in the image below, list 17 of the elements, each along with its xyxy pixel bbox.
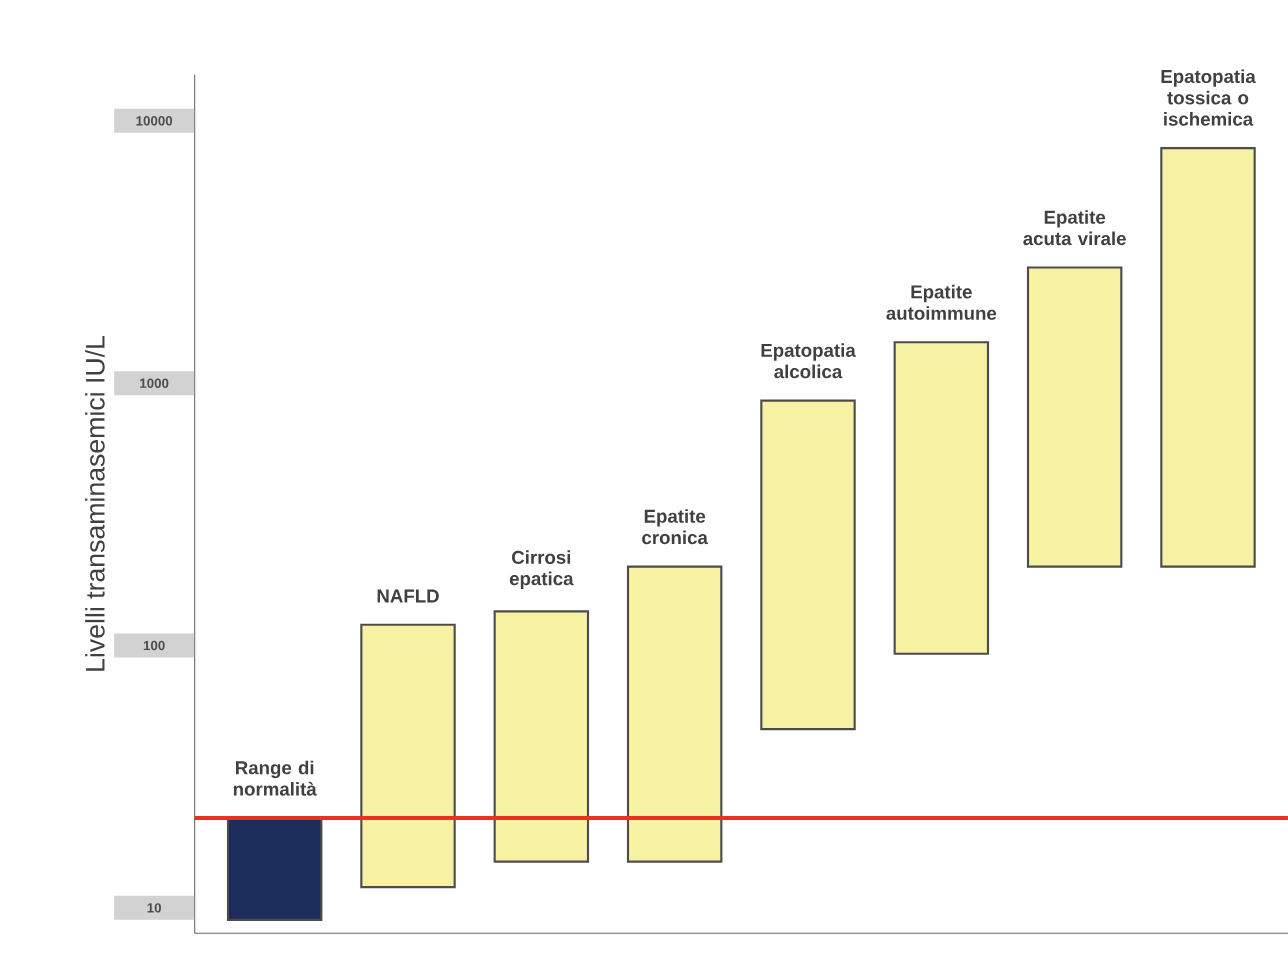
bar (760, 399, 856, 730)
bar (493, 609, 590, 863)
bar (360, 623, 456, 888)
bar (626, 565, 723, 863)
x-tick-label: Cirrosi epatica (509, 549, 574, 589)
x-tick-label: Epatite autoimmune (886, 284, 997, 320)
x-tick-label: Epatopatia alcolica (761, 342, 856, 378)
bar (1026, 266, 1123, 568)
x-tick-label: Epatite acuta virale (1023, 209, 1126, 245)
x-tick-label: Range di normalità (233, 760, 317, 796)
y-axis-title: Livelli transaminasemici IU/L (85, 335, 105, 671)
x-tick-label: Epatite cronica (642, 508, 708, 544)
x-tick-label: Epatopatia tossica o ischemica (1161, 69, 1256, 126)
bar (226, 816, 323, 921)
bar (1160, 146, 1256, 568)
x-tick-label: NAFLD (377, 589, 439, 603)
bar (893, 340, 990, 655)
